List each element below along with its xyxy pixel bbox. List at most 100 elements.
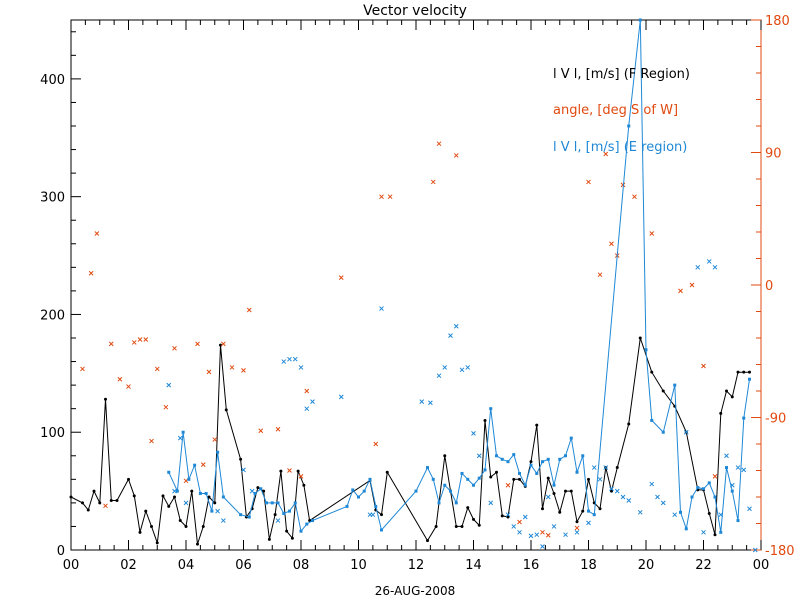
series-point (690, 495, 694, 499)
y2-tick-label: -90 (765, 412, 786, 427)
series-point (679, 510, 682, 514)
series-point (627, 124, 631, 128)
series-point (150, 524, 153, 528)
series-point (204, 491, 208, 495)
series-marker (626, 498, 632, 503)
series-marker (373, 441, 379, 447)
series-marker (574, 525, 580, 531)
series-point (221, 495, 225, 499)
legend-entry-angle: angle, [deg S of W] (553, 103, 678, 118)
series-marker (695, 264, 701, 270)
series-marker (287, 468, 292, 473)
series-point (483, 418, 487, 422)
series-marker (632, 194, 637, 200)
series-point (443, 454, 447, 458)
x-tick-label: 20 (638, 558, 655, 573)
series-point (175, 489, 179, 493)
series-point (500, 457, 504, 461)
y2-tick-label: 90 (765, 147, 782, 162)
series-point (506, 460, 510, 464)
x-tick-label: 00 (753, 558, 770, 573)
series-point (104, 397, 107, 401)
series-marker (195, 341, 200, 347)
series-marker (387, 194, 393, 200)
plot-frame (70, 19, 762, 551)
series-point (357, 495, 360, 499)
series-marker (465, 365, 471, 370)
series-point (273, 513, 277, 517)
series-point (575, 470, 579, 474)
series-point (592, 513, 596, 517)
series-marker (215, 508, 220, 514)
series-point (535, 423, 539, 427)
series-marker (436, 141, 442, 147)
series-marker (183, 500, 189, 506)
series-marker (591, 465, 597, 470)
series-point (466, 477, 470, 481)
series-point (713, 495, 717, 499)
series-point (198, 491, 202, 495)
series-point (627, 422, 631, 426)
series-marker (620, 494, 626, 500)
x-tick-label: 10 (350, 558, 367, 573)
series-marker (298, 365, 304, 370)
series-point (305, 522, 309, 526)
series-marker (370, 512, 376, 518)
series-marker (752, 547, 758, 553)
series-point (224, 408, 228, 412)
series-point (311, 519, 314, 523)
series-point (707, 481, 711, 485)
series-point (302, 483, 306, 487)
series-marker (649, 231, 655, 236)
y-tick-label: 400 (40, 73, 65, 88)
series-point (748, 370, 751, 374)
series-point (293, 501, 297, 505)
series-marker (275, 426, 281, 432)
series-marker (103, 503, 108, 509)
series-marker (551, 524, 557, 529)
series-point (454, 501, 458, 505)
series-marker (131, 340, 137, 345)
chart-title: Vector velocity (363, 3, 467, 19)
series-marker (379, 194, 384, 200)
series-marker (540, 529, 545, 535)
series-point (472, 483, 475, 487)
series-point (247, 515, 251, 519)
series-point (368, 477, 372, 481)
series-point (684, 527, 688, 531)
series-point (575, 520, 579, 524)
series-marker (149, 438, 154, 444)
series-marker (137, 337, 143, 342)
series-point (725, 389, 728, 393)
series-marker (183, 478, 189, 484)
series-point (558, 510, 562, 514)
series-marker (249, 488, 255, 494)
series-marker (287, 356, 292, 362)
series-point (552, 483, 556, 487)
series-marker (747, 506, 752, 512)
x-tick-label: 00 (63, 558, 80, 573)
series-point (155, 541, 159, 545)
series-point (167, 470, 171, 474)
series-marker (718, 512, 724, 518)
series-point (472, 517, 475, 521)
series-marker (108, 341, 114, 347)
series-point (748, 377, 751, 381)
series-point (661, 430, 665, 434)
series-point (546, 476, 550, 480)
series-point (477, 523, 481, 527)
series-marker (292, 356, 298, 362)
series-marker (614, 488, 620, 494)
y-tick-label: 300 (40, 191, 65, 206)
series-point (736, 519, 740, 523)
series-point (495, 470, 498, 474)
series-point (449, 489, 452, 493)
x-tick-label: 06 (235, 558, 252, 573)
series-marker (166, 382, 172, 388)
series-point (552, 491, 556, 495)
series-marker (163, 404, 169, 410)
series-marker (735, 465, 741, 470)
x-tick-label: 16 (523, 558, 540, 573)
series-marker (275, 518, 281, 523)
series-point (308, 519, 312, 523)
